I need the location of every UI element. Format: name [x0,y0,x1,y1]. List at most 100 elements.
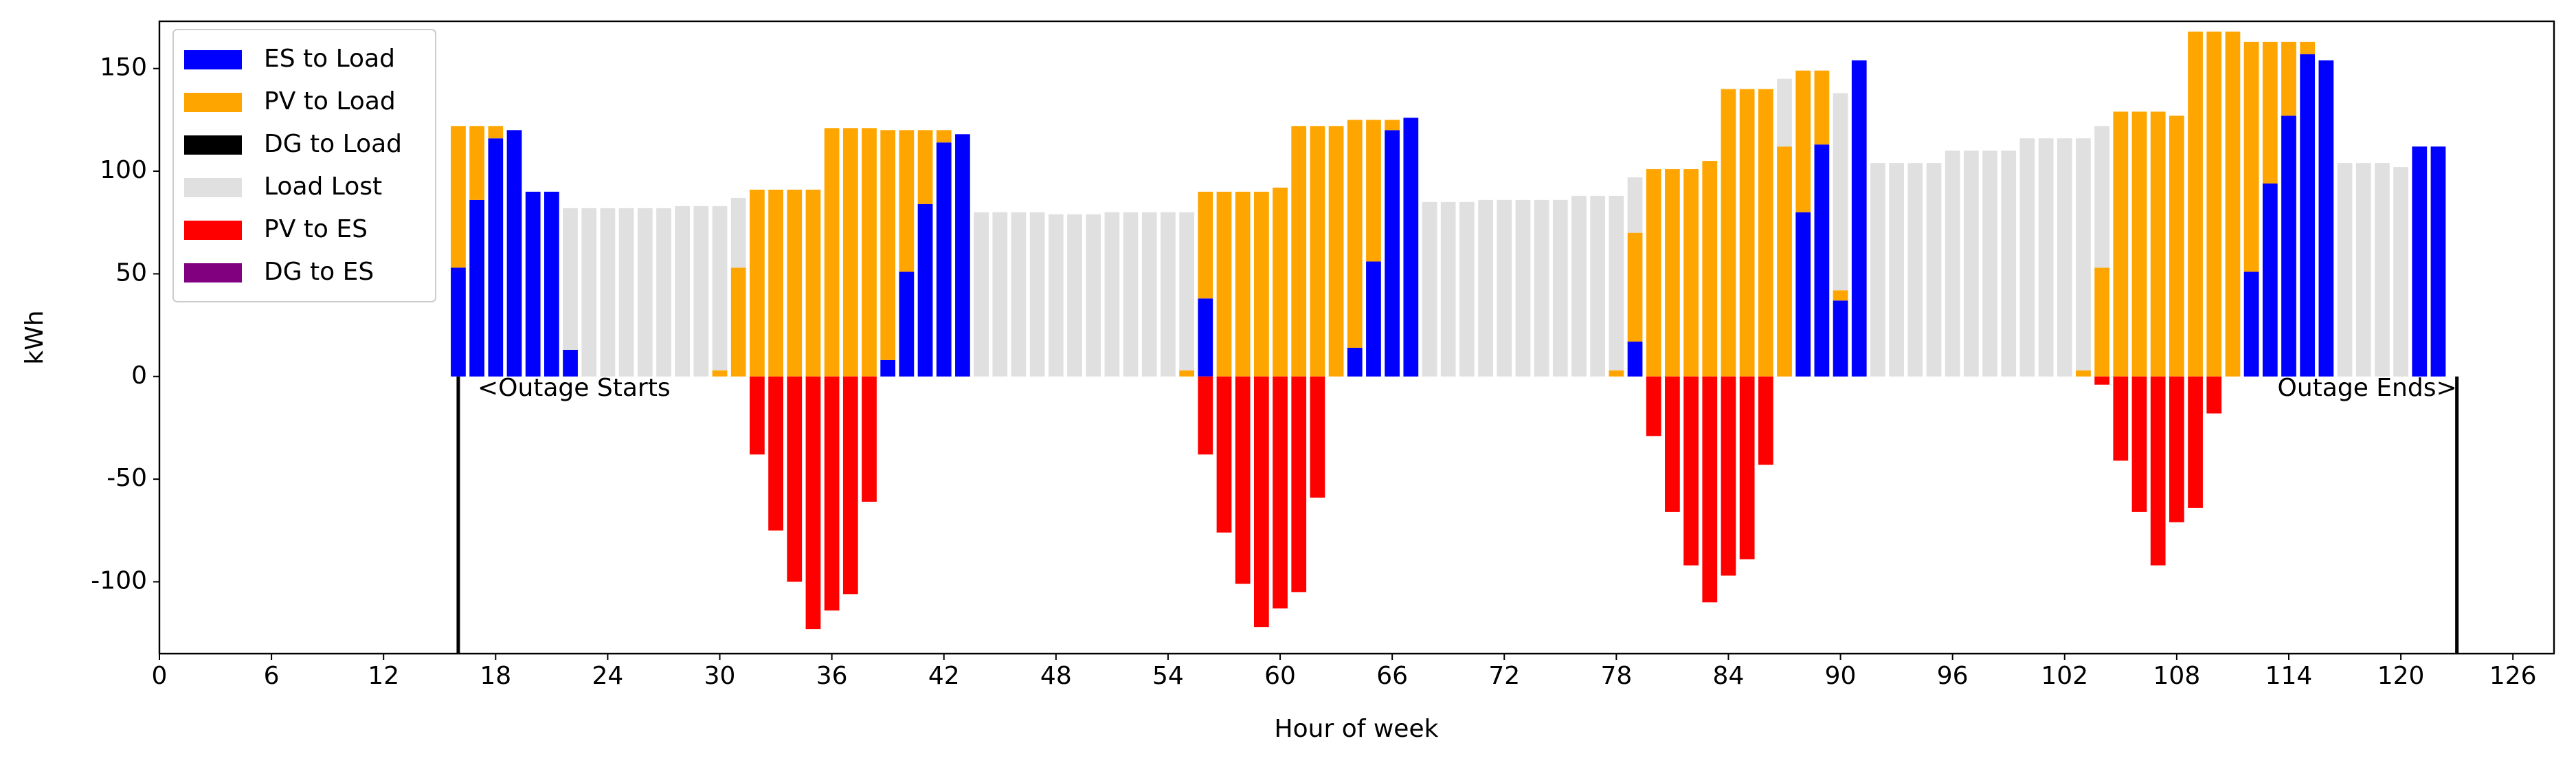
x-tick-label: 72 [1488,662,1520,690]
bar [1048,214,1064,377]
bar [1833,93,1848,291]
bar [1702,161,1718,377]
legend-label: ES to Load [264,45,395,73]
bar [1310,126,1325,377]
x-tick-label: 30 [704,662,736,690]
bar [563,208,578,350]
bar [862,128,877,377]
bar [1011,212,1027,377]
bar [1870,163,1885,377]
bar [805,189,821,377]
y-tick-label: 0 [131,362,147,390]
bar [1291,126,1307,377]
x-tick-label: 102 [2041,662,2088,690]
bar [2206,376,2222,414]
legend-swatch [184,135,242,155]
bar [637,208,653,377]
bar [1907,163,1923,377]
bar [1739,89,1755,377]
bar [1851,60,1867,377]
bar [2113,376,2129,461]
bar [1385,130,1400,377]
bar [2188,31,2203,377]
bar [1198,191,1213,299]
bar [1627,177,1643,233]
bar [1534,199,1549,377]
bar [2094,376,2110,385]
bar [1739,376,1755,559]
bar [842,128,858,377]
bar [1253,191,1269,377]
bar [2337,163,2353,377]
bar [1161,212,1176,377]
bar [1721,89,1736,377]
bar [750,376,765,455]
bar [2076,138,2091,370]
bar [1253,376,1269,628]
bar [805,376,821,630]
bar [1758,89,1773,377]
bar [2375,163,2390,377]
plot-frame [158,20,2555,655]
x-tick-label: 24 [592,662,624,690]
legend-label: Load Lost [264,173,382,201]
bar [842,376,858,595]
bar [1235,376,1251,584]
bar [1926,163,1942,377]
x-tick-label: 42 [928,662,960,690]
bar [787,376,803,582]
bar [1347,347,1363,377]
bar [2243,41,2259,272]
annotation: Outage Ends> [2278,374,2457,402]
bar [2206,31,2222,377]
bar [1235,191,1251,377]
bar [451,267,466,377]
bar [1198,376,1213,455]
bar [1814,144,1830,377]
bar [525,191,541,377]
bar [1571,195,1587,377]
bar [2169,376,2184,522]
bar [936,130,952,143]
bar [2393,167,2408,377]
bar [506,130,522,377]
bar [1179,370,1194,377]
bar [712,206,728,370]
bar [618,208,634,377]
bar [1721,376,1736,576]
bar [1328,126,1344,377]
bar [1646,376,1661,436]
legend-label: PV to ES [264,215,368,243]
y-tick-label: -100 [91,566,147,595]
bar [2094,267,2110,377]
bar [1478,199,1493,377]
bar [1963,151,1979,377]
bar [2225,31,2241,377]
bar [2094,126,2110,268]
bar [469,126,485,200]
bar [1702,376,1718,603]
bar [2001,151,2017,377]
bar [1216,376,1232,533]
legend-swatch [184,178,242,197]
bar [768,376,783,531]
bar [2131,111,2147,377]
bar [2281,115,2296,377]
bar [675,206,691,377]
bar [899,130,915,272]
bar [1552,199,1568,377]
x-tick-label: 6 [264,662,280,690]
bar [1179,212,1194,370]
bar [2243,271,2259,377]
x-tick-label: 66 [1376,662,1408,690]
x-tick-label: 90 [1825,662,1857,690]
bar [1627,232,1643,342]
x-tick-label: 108 [2153,662,2201,690]
bar [544,191,559,377]
bar [2076,370,2091,377]
bar [1440,201,1456,377]
bar [1291,376,1307,592]
bar [1889,163,1904,377]
bar [1665,376,1680,512]
